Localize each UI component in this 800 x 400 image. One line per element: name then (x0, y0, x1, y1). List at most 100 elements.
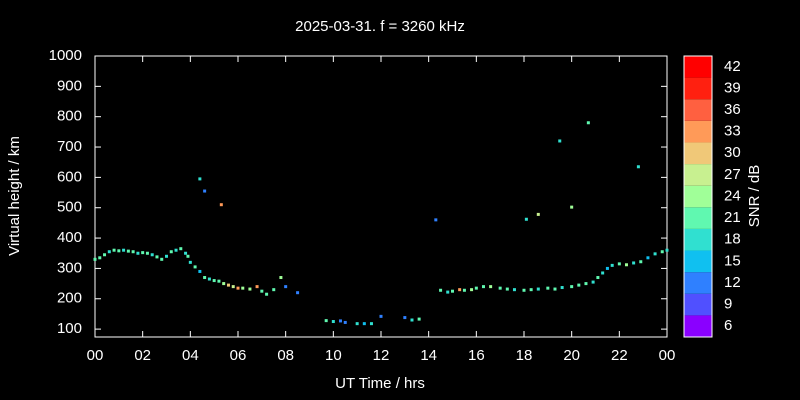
data-point (169, 250, 173, 254)
data-point (410, 318, 414, 322)
data-point (279, 276, 283, 280)
data-point (601, 271, 605, 275)
x-tick-label: 18 (516, 347, 533, 364)
data-point (338, 319, 342, 323)
y-tick-label: 500 (57, 199, 82, 216)
data-point (665, 248, 669, 252)
data-point (241, 286, 245, 290)
data-point (636, 165, 640, 169)
data-point (207, 277, 211, 281)
y-tick-label: 600 (57, 168, 82, 185)
data-point (584, 282, 588, 286)
data-point (524, 217, 528, 221)
data-point (355, 322, 359, 326)
data-point (546, 286, 550, 290)
colorbar-tick-label: 36 (724, 101, 741, 118)
data-point (179, 247, 183, 251)
data-point (188, 260, 192, 264)
data-point (343, 320, 347, 324)
data-point (403, 316, 407, 320)
data-point (131, 250, 135, 254)
data-point (212, 279, 216, 283)
colorbar-tick-label: 27 (724, 166, 741, 183)
data-point (103, 253, 107, 257)
colorbar-band (684, 315, 712, 337)
data-point (203, 189, 207, 193)
data-point (186, 254, 190, 258)
colorbar-band (684, 99, 712, 121)
colorbar-band (684, 142, 712, 165)
data-point (369, 322, 373, 326)
data-point (470, 288, 474, 292)
colorbar-tick-label: 30 (724, 144, 741, 161)
colorbar-band (684, 56, 712, 78)
colorbar-tick-label: 42 (724, 58, 741, 75)
data-point (122, 248, 126, 252)
data-point (591, 280, 595, 284)
data-point (260, 289, 264, 293)
colorbar-tick-label: 18 (724, 231, 741, 248)
data-point (219, 203, 223, 207)
data-point (639, 260, 643, 264)
data-point (222, 282, 226, 286)
data-point (198, 269, 202, 273)
y-tick-label: 800 (57, 108, 82, 125)
data-point (150, 253, 154, 257)
data-point (558, 139, 562, 143)
data-point (107, 250, 111, 254)
data-point (474, 286, 478, 290)
data-point (553, 287, 557, 291)
data-point (165, 254, 168, 258)
colorbar-tick-label: 24 (724, 187, 741, 204)
data-point (660, 250, 664, 254)
chart-title: 2025-03-31. f = 3260 kHz (295, 18, 465, 35)
data-point (505, 287, 509, 291)
data-point (226, 283, 230, 287)
colorbar-band (684, 77, 712, 100)
colorbar-tick-label: 15 (724, 252, 741, 269)
data-point (379, 314, 383, 318)
y-tick-label: 400 (57, 229, 82, 246)
data-point (324, 319, 328, 323)
data-point (560, 286, 564, 290)
colorbar-band (684, 228, 712, 251)
colorbar-band (684, 293, 712, 316)
y-tick-label: 300 (57, 259, 82, 276)
data-point (112, 248, 116, 252)
data-point (236, 286, 240, 290)
data-point (174, 248, 178, 252)
data-point (446, 290, 450, 294)
data-point (458, 288, 462, 292)
data-point (284, 285, 288, 289)
data-point (272, 288, 276, 292)
data-point (498, 286, 502, 290)
colorbar-tick-label: 21 (724, 209, 741, 226)
colorbar-tick-label: 39 (724, 79, 741, 96)
colorbar-band (684, 272, 712, 294)
data-point (451, 289, 454, 293)
data-point (489, 285, 493, 289)
data-point (596, 276, 600, 280)
colorbar-label: SNR / dB (746, 165, 763, 228)
colorbar-band (684, 207, 712, 229)
data-point (577, 283, 581, 287)
colorbar-band (684, 250, 712, 273)
x-axis-label: UT Time / hrs (335, 375, 425, 392)
y-axis-label: Virtual height / km (6, 136, 23, 256)
data-point (331, 320, 335, 324)
data-point (117, 249, 121, 253)
x-tick-label: 10 (325, 347, 342, 364)
x-tick-label: 12 (373, 347, 390, 364)
colorbar-tick-label: 9 (724, 296, 732, 313)
y-tick-label: 100 (57, 320, 82, 337)
x-tick-label: 08 (277, 347, 294, 364)
data-point (160, 257, 164, 261)
data-point (217, 279, 221, 283)
colorbar-band (684, 185, 712, 208)
x-tick-label: 14 (420, 347, 437, 364)
data-point (255, 285, 259, 289)
data-point (522, 288, 526, 292)
data-point (141, 251, 145, 255)
data-point (362, 322, 366, 326)
